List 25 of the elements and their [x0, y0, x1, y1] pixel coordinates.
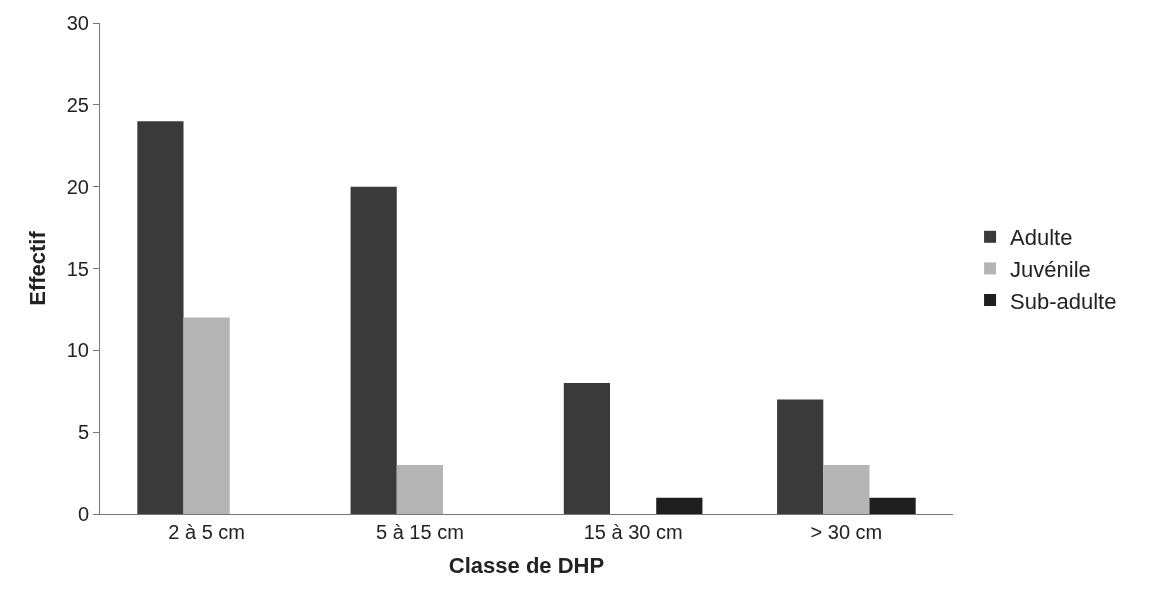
bar [869, 497, 916, 514]
bar [777, 399, 824, 514]
y-tick-label: 25 [66, 93, 89, 116]
y-tick-label: 10 [66, 339, 89, 362]
y-tick-label: 20 [66, 175, 89, 198]
bar [563, 383, 611, 514]
bar [396, 464, 443, 514]
legend-label: Juvénile [1010, 256, 1091, 282]
x-tick-label: 15 à 30 cm [583, 521, 683, 543]
y-tick-label: 5 [77, 421, 89, 444]
y-axis-title: Effectif [24, 230, 50, 306]
legend-label: Adulte [1010, 225, 1073, 251]
bar [656, 497, 703, 514]
x-tick-label: 2 à 5 cm [168, 521, 245, 543]
bar [823, 464, 870, 514]
y-tick-label: 0 [77, 503, 89, 525]
y-tick-label: 30 [66, 12, 89, 34]
x-tick-label: > 30 cm [810, 521, 883, 543]
legend-label: Sub-adulte [1010, 288, 1117, 314]
x-tick-label: 5 à 15 cm [375, 521, 464, 543]
y-tick-label: 15 [66, 257, 89, 280]
bar [137, 121, 184, 514]
x-axis-title: Classe de DHP [448, 552, 605, 578]
bar [350, 186, 397, 514]
bar [183, 317, 230, 514]
